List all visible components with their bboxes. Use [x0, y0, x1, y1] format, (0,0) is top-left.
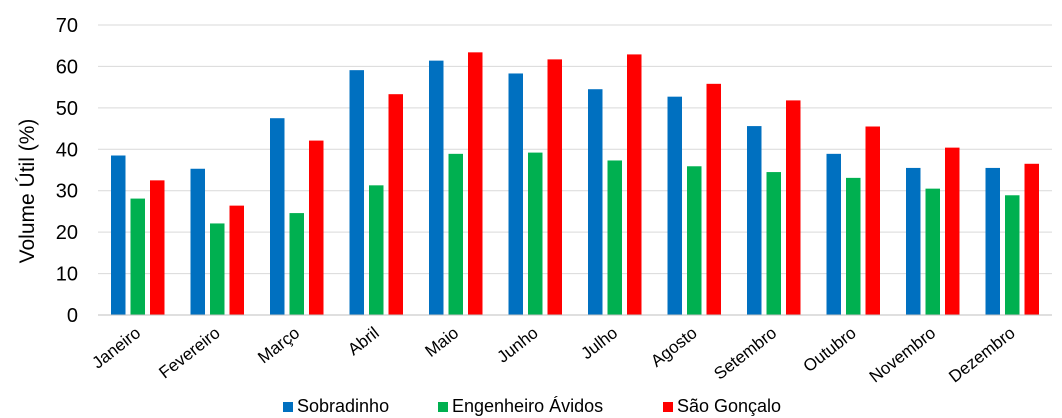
bar-engenheiro-vidos-dezembro	[1005, 195, 1020, 315]
bar-engenheiro-vidos-outubro	[846, 177, 861, 315]
bar-sobradinho-dezembro	[985, 167, 1000, 315]
bar-engenheiro-vidos-fevereiro	[210, 223, 225, 315]
bar-sobradinho-fevereiro	[190, 168, 205, 315]
bar-sobradinho-abril	[349, 70, 364, 316]
legend: Sobradinho Engenheiro Ávidos São Gonçalo	[283, 396, 781, 416]
bar-s-o-gon-alo-novembro	[945, 147, 960, 315]
x-tick-label: Janeiro	[89, 323, 145, 372]
x-tick-label: Julho	[577, 323, 621, 363]
bar-engenheiro-vidos-junho	[528, 152, 543, 315]
x-tick-label: Abril	[344, 323, 383, 359]
bar-sobradinho-agosto	[667, 96, 682, 316]
bar-s-o-gon-alo-outubro	[865, 126, 880, 315]
bar-s-o-gon-alo-agosto	[706, 83, 721, 315]
x-tick-label: Fevereiro	[155, 323, 223, 382]
bar-engenheiro-vidos-abril	[369, 185, 384, 315]
legend-label: Sobradinho	[297, 396, 389, 416]
x-tick-label: Março	[254, 323, 303, 367]
x-tick-label: Maio	[421, 323, 462, 361]
bar-s-o-gon-alo-setembro	[786, 100, 801, 316]
bar-engenheiro-vidos-setembro	[766, 172, 781, 315]
y-axis-title: Volume Útil (%)	[16, 119, 39, 264]
bar-s-o-gon-alo-junho	[547, 59, 562, 316]
bar-sobradinho-junho	[508, 73, 523, 315]
bar-sobradinho-março	[270, 118, 285, 315]
y-tick-label: 70	[56, 15, 78, 37]
x-tick-label: Novembro	[866, 323, 939, 386]
bar-s-o-gon-alo-março	[309, 140, 324, 315]
y-tick-label: 60	[56, 56, 78, 78]
bar-engenheiro-vidos-março	[289, 213, 304, 315]
legend-label: São Gonçalo	[677, 396, 781, 416]
bar-s-o-gon-alo-fevereiro	[229, 205, 244, 315]
bars	[111, 52, 1039, 316]
bar-engenheiro-vidos-novembro	[925, 188, 940, 315]
bar-s-o-gon-alo-dezembro	[1024, 163, 1039, 315]
bar-s-o-gon-alo-abril	[388, 94, 403, 315]
y-tick-label: 50	[56, 98, 78, 120]
y-tick-label: 10	[56, 264, 78, 286]
x-tick-label: Outubro	[800, 323, 860, 376]
y-axis-ticks: 0 10 20 30 40 50 60 70	[56, 15, 78, 327]
bar-sobradinho-maio	[429, 60, 444, 315]
y-tick-label: 20	[56, 222, 78, 244]
x-tick-label: Setembro	[710, 323, 780, 383]
bar-sobradinho-outubro	[826, 153, 841, 315]
bar-engenheiro-vidos-maio	[448, 153, 463, 315]
bar-s-o-gon-alo-maio	[468, 52, 483, 315]
y-tick-label: 30	[56, 181, 78, 203]
legend-swatch	[663, 402, 673, 412]
bar-s-o-gon-alo-julho	[627, 54, 642, 316]
bar-sobradinho-janeiro	[111, 155, 126, 315]
bar-engenheiro-vidos-janeiro	[130, 198, 145, 315]
x-tick-label: Dezembro	[945, 323, 1018, 386]
x-tick-label: Agosto	[647, 323, 700, 371]
y-tick-label: 0	[67, 305, 78, 327]
bar-sobradinho-julho	[588, 89, 603, 315]
legend-swatch	[438, 402, 448, 412]
bar-engenheiro-vidos-agosto	[687, 166, 702, 315]
bar-s-o-gon-alo-janeiro	[150, 180, 165, 315]
bar-sobradinho-novembro	[906, 167, 921, 315]
bar-sobradinho-setembro	[747, 126, 762, 315]
legend-label: Engenheiro Ávidos	[452, 396, 603, 416]
x-tick-label: Junho	[494, 323, 542, 366]
gridlines	[98, 24, 1052, 275]
y-tick-label: 40	[56, 139, 78, 161]
legend-swatch	[283, 402, 293, 412]
bar-engenheiro-vidos-julho	[607, 160, 622, 315]
x-axis-labels: Janeiro Fevereiro Março Abril Maio Junho Julho…	[89, 323, 1019, 386]
